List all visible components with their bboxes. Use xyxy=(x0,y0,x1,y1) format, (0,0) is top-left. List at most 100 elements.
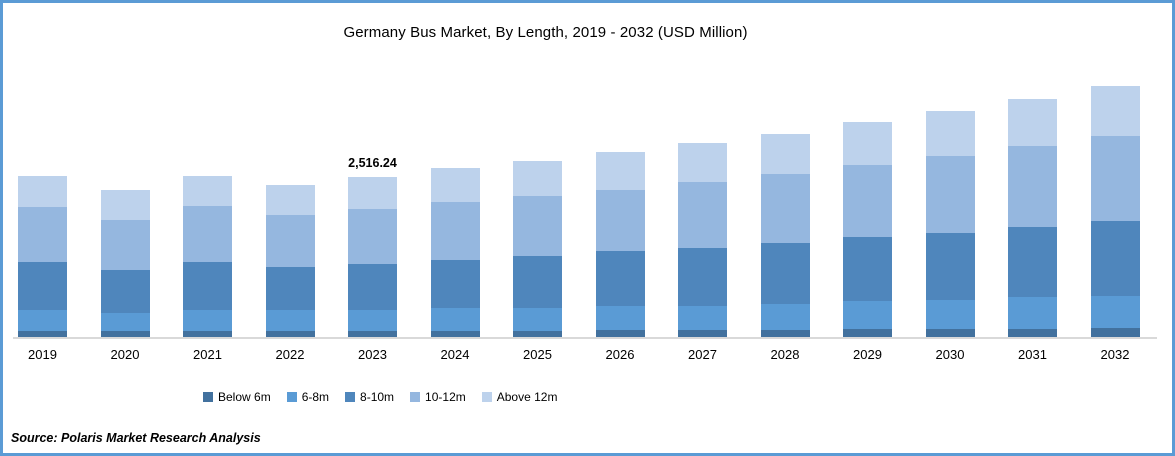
bar-2024-segment-8-10m xyxy=(430,259,480,308)
plot-area: 2,516.24 xyxy=(18,63,1140,337)
bar-2032-segment-10-12m xyxy=(1090,135,1140,221)
source-note: Source: Polaris Market Research Analysis xyxy=(11,431,261,445)
bar-2023-segment-8-10m xyxy=(348,264,397,310)
bar-2019 xyxy=(18,176,67,337)
bar-2029-segment-above-12m xyxy=(843,121,892,165)
legend-item-below-6m: Below 6m xyxy=(203,390,271,404)
bar-2022-segment-below-6m xyxy=(265,331,315,337)
x-tick-2020: 2020 xyxy=(110,347,140,362)
legend-swatch-icon xyxy=(345,392,356,402)
bar-2030-segment-8-10m xyxy=(925,233,975,301)
bar-2021-segment-below-6m xyxy=(183,330,232,337)
bar-2024-segment-above-12m xyxy=(430,167,480,203)
chart-title: Germany Bus Market, By Length, 2019 - 20… xyxy=(343,24,748,41)
legend-label: 6-8m xyxy=(301,390,330,404)
bar-2030-segment-10-12m xyxy=(925,155,975,234)
bar-2028 xyxy=(760,133,810,337)
legend-item-6-8m: 6-8m xyxy=(286,390,330,404)
bar-2022 xyxy=(265,184,315,337)
bar-2020-segment-above-12m xyxy=(100,189,150,220)
legend-item-10-12m: 10-12m xyxy=(410,390,466,404)
legend: Below 6m 6-8m 8-10m 10-12m Above 12m xyxy=(203,390,557,404)
legend-label: 8-10m xyxy=(360,390,395,404)
bar-2026-segment-10-12m xyxy=(595,189,645,252)
bar-2028-segment-6-8m xyxy=(760,303,810,330)
bar-2026-segment-above-12m xyxy=(595,151,645,190)
bar-2023-segment-below-6m xyxy=(348,330,397,337)
bar-2024-segment-6-8m xyxy=(430,307,480,332)
bar-2020-segment-6-8m xyxy=(100,312,150,332)
legend-label: 10-12m xyxy=(425,390,466,404)
bar-2029-segment-6-8m xyxy=(843,301,892,329)
bar-2031-segment-below-6m xyxy=(1008,329,1057,337)
bar-2026-segment-below-6m xyxy=(595,330,645,337)
legend-item-above-12m: Above 12m xyxy=(481,390,557,404)
bar-2031-segment-8-10m xyxy=(1008,226,1057,298)
bar-2031 xyxy=(1008,98,1057,337)
bar-2025-segment-6-8m xyxy=(513,308,562,331)
x-tick-2028: 2028 xyxy=(770,347,800,362)
bar-2032-segment-6-8m xyxy=(1090,295,1140,328)
bar-2029-segment-8-10m xyxy=(843,237,892,302)
x-tick-2021: 2021 xyxy=(193,347,222,362)
legend-swatch-icon xyxy=(410,392,421,402)
x-tick-2030: 2030 xyxy=(935,347,965,362)
bar-2024 xyxy=(430,167,480,337)
bar-2025-segment-below-6m xyxy=(513,330,562,337)
bar-2029 xyxy=(843,121,892,337)
bar-2027-segment-6-8m xyxy=(678,305,727,330)
x-tick-2024: 2024 xyxy=(440,347,470,362)
bar-2021-segment-8-10m xyxy=(183,262,232,310)
bar-2022-segment-10-12m xyxy=(265,214,315,267)
x-tick-2029: 2029 xyxy=(853,347,882,362)
x-tick-2027: 2027 xyxy=(688,347,717,362)
bar-2032-segment-8-10m xyxy=(1090,220,1140,296)
bar-2027 xyxy=(678,143,727,337)
bar-2019-segment-8-10m xyxy=(18,262,67,310)
x-axis-labels: 2019 2020 2021 2022 2023 2024 2025 2026 2027 2028… xyxy=(18,347,1140,362)
legend-swatch-icon xyxy=(481,392,492,402)
x-tick-2026: 2026 xyxy=(605,347,635,362)
bar-2029-segment-10-12m xyxy=(843,164,892,238)
bar-2022-segment-above-12m xyxy=(265,184,315,215)
x-tick-2032: 2032 xyxy=(1100,347,1130,362)
bar-2024-segment-10-12m xyxy=(430,202,480,260)
bar-2031-segment-6-8m xyxy=(1008,297,1057,329)
bar-2032 xyxy=(1090,86,1140,337)
bar-2028-segment-10-12m xyxy=(760,173,810,243)
legend-swatch-icon xyxy=(203,392,213,402)
bar-2029-segment-below-6m xyxy=(843,329,892,337)
bar-2021 xyxy=(183,176,232,337)
bar-2032-segment-above-12m xyxy=(1090,86,1140,136)
bar-2028-segment-8-10m xyxy=(760,242,810,304)
bar-2031-segment-above-12m xyxy=(1008,98,1057,146)
bar-2028-segment-below-6m xyxy=(760,329,810,337)
bar-2021-segment-10-12m xyxy=(183,206,232,263)
x-tick-2025: 2025 xyxy=(523,347,552,362)
legend-item-8-10m: 8-10m xyxy=(345,390,394,404)
bar-2019-segment-10-12m xyxy=(18,207,67,263)
bar-2030 xyxy=(925,111,975,337)
x-tick-2019: 2019 xyxy=(28,347,57,362)
x-tick-2022: 2022 xyxy=(275,347,305,362)
bar-2021-segment-above-12m xyxy=(183,176,232,207)
bar-2019-segment-above-12m xyxy=(18,176,67,208)
bar-2030-segment-below-6m xyxy=(925,329,975,337)
bar-2025-segment-above-12m xyxy=(513,161,562,196)
data-label-2023: 2,516.24 xyxy=(348,156,397,171)
bar-2022-segment-8-10m xyxy=(265,266,315,310)
bar-2021-segment-6-8m xyxy=(183,309,232,331)
bar-2026 xyxy=(595,151,645,337)
bar-2019-segment-6-8m xyxy=(18,309,67,332)
legend-label: Below 6m xyxy=(218,390,271,404)
bar-2030-segment-above-12m xyxy=(925,111,975,156)
bar-2025-segment-8-10m xyxy=(513,256,562,309)
bar-2020 xyxy=(100,189,150,337)
bar-2026-segment-6-8m xyxy=(595,305,645,331)
bar-2027-segment-8-10m xyxy=(678,248,727,306)
bar-2027-segment-above-12m xyxy=(678,143,727,183)
bar-2023: 2,516.24 xyxy=(348,156,397,337)
bar-2024-segment-below-6m xyxy=(430,331,480,337)
bar-2019-segment-below-6m xyxy=(18,331,67,337)
bar-2022-segment-6-8m xyxy=(265,309,315,332)
